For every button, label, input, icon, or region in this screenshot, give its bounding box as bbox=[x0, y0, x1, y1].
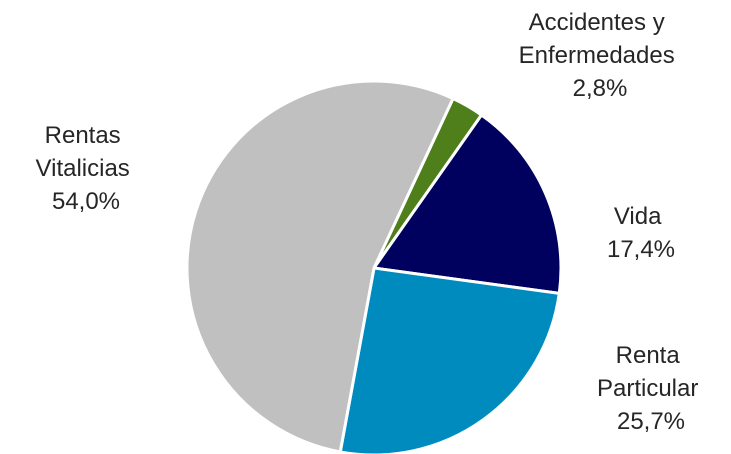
pie-slice-rentas-vitalicias bbox=[185, 79, 455, 454]
slice-label-rentas-vitalicias: Rentas Vitalicias 54,0% bbox=[36, 122, 137, 215]
pie-slices bbox=[185, 79, 563, 454]
slice-label-accidentes: Accidentes y Enfermedades 2,8% bbox=[519, 9, 682, 102]
pie-slice-renta-particular bbox=[338, 266, 561, 454]
slice-label-renta-particular: Renta Particular 25,7% bbox=[597, 342, 705, 435]
pie-labels: Accidentes y Enfermedades 2,8% Vida 17,4… bbox=[36, 9, 705, 435]
slice-label-vida: Vida 17,4% bbox=[607, 203, 675, 263]
pie-slice-vida bbox=[372, 113, 563, 295]
